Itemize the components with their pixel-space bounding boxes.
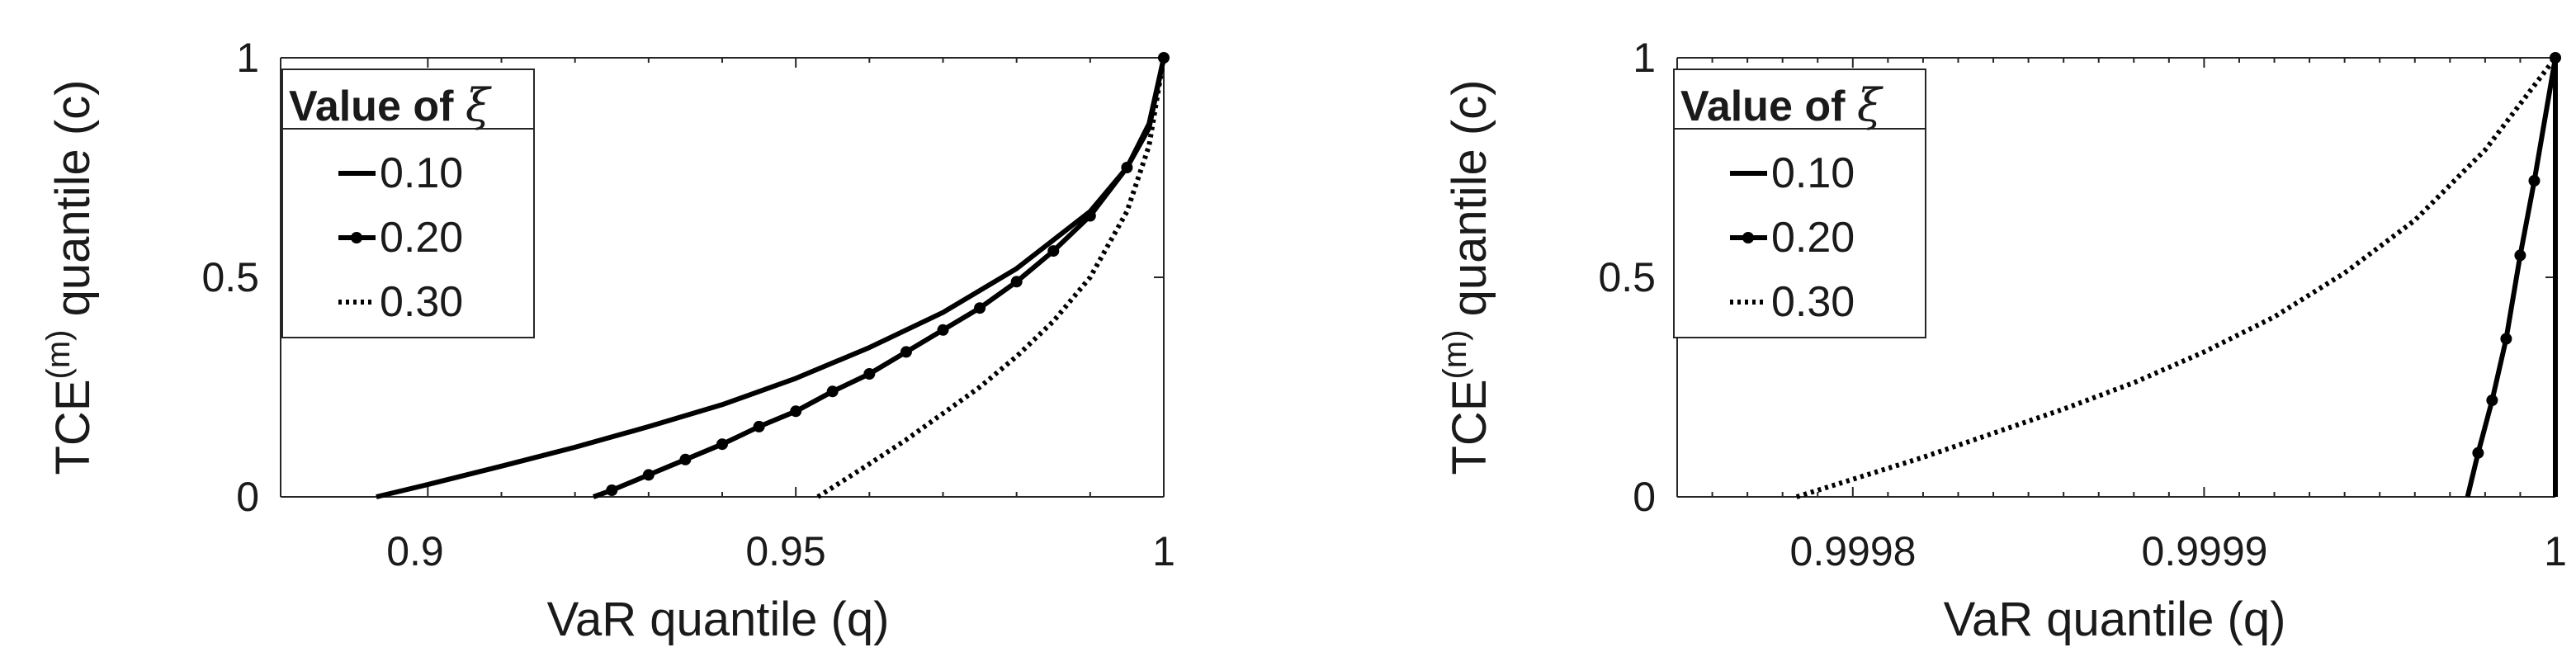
- series-marker: [2486, 395, 2498, 406]
- plot-area-right: [1676, 52, 2561, 499]
- y-tick-label: 0: [236, 474, 259, 520]
- series-marker: [790, 405, 802, 418]
- series-marker: [2514, 249, 2526, 262]
- series-marker: [606, 484, 618, 496]
- chart-panel-left: 0 0.5 1 0.9 0.95 1 VaR quantile (q) TCE(…: [40, 35, 1175, 646]
- y-axis-label: TCE(m) quantile (c): [40, 80, 100, 475]
- series-marker: [1121, 162, 1133, 173]
- series-marker: [2500, 333, 2512, 345]
- legend-entry-label: 0.30: [1771, 278, 1855, 326]
- legend-marker-sample: [1742, 232, 1754, 243]
- legend-box: [281, 69, 535, 338]
- legend-entry-label: 0.10: [380, 149, 463, 197]
- series-marker: [1047, 245, 1060, 258]
- series-marker: [900, 346, 912, 358]
- x-tick-label: 0.95: [745, 528, 825, 574]
- series-marker: [1084, 210, 1096, 222]
- legend-left: Value of ξ 0.10 0.20 0.30: [281, 69, 535, 338]
- legend-title-text: Value of: [289, 83, 454, 130]
- x-tick-label: 1: [1152, 528, 1175, 574]
- series-marker: [753, 420, 765, 432]
- series-marker: [716, 438, 728, 451]
- plot-area-left: [280, 52, 1170, 499]
- y-tick-label: 1: [1633, 35, 1656, 81]
- legend-title: Value of ξ: [1680, 79, 1884, 131]
- y-tick-label: 0.5: [1598, 254, 1656, 300]
- series-marker: [863, 368, 876, 380]
- series-marker: [937, 324, 949, 336]
- series-marker: [826, 385, 839, 398]
- y-axis-label-rest: quantile (c): [1443, 80, 1496, 330]
- legend-box: [1673, 69, 1926, 338]
- series-marker: [642, 469, 655, 481]
- y-axis-label-main: TCE: [46, 380, 100, 475]
- y-tick-label: 0.5: [201, 254, 259, 300]
- y-axis-label-rest: quantile (c): [46, 80, 100, 330]
- legend-entry-label: 0.10: [1771, 149, 1855, 197]
- legend-title-symbol: ξ: [466, 79, 492, 131]
- series-marker: [2528, 175, 2541, 187]
- legend-entry-label: 0.30: [380, 278, 463, 326]
- legend-title: Value of ξ: [289, 79, 492, 131]
- series-layer-right: [1795, 52, 2561, 499]
- series-marker: [679, 453, 692, 465]
- y-axis-label-main: TCE: [1443, 380, 1496, 475]
- x-tick-label: 0.9999: [2142, 528, 2268, 574]
- series-layer-left: [376, 52, 1170, 499]
- series-marker: [2472, 447, 2484, 459]
- series-line-0-20: [2465, 57, 2558, 498]
- x-axis-label: VaR quantile (q): [547, 593, 890, 646]
- series-line-0-30: [816, 57, 1166, 499]
- y-tick-label: 1: [236, 35, 259, 81]
- series-line-0-20: [592, 57, 1166, 499]
- y-tick-label: 0: [1633, 474, 1656, 520]
- x-axis-label: VaR quantile (q): [1944, 593, 2286, 646]
- series-line-0-30: [1795, 56, 2558, 499]
- series-marker: [974, 302, 986, 314]
- x-tick-label: 0.9998: [1790, 528, 1917, 574]
- legend-title-text: Value of: [1680, 83, 1846, 130]
- legend-title-symbol: ξ: [1857, 79, 1884, 131]
- legend-entry-label: 0.20: [1771, 214, 1855, 262]
- legend-right: Value of ξ 0.10 0.20 0.30: [1673, 69, 1926, 338]
- chart-panel-right: 0 0.5 1 0.9998 0.9999 1 VaR quantile (q)…: [1437, 35, 2567, 646]
- y-axis-label-superscript: (m): [1437, 330, 1473, 380]
- legend-entry-label: 0.20: [380, 214, 463, 262]
- x-tick-label: 1: [2544, 528, 2567, 574]
- series-marker: [1010, 276, 1023, 288]
- legend-marker-sample: [351, 232, 362, 243]
- x-tick-label: 0.9: [386, 528, 444, 574]
- y-axis-label: TCE(m) quantile (c): [1437, 80, 1496, 475]
- y-axis-label-superscript: (m): [40, 330, 77, 380]
